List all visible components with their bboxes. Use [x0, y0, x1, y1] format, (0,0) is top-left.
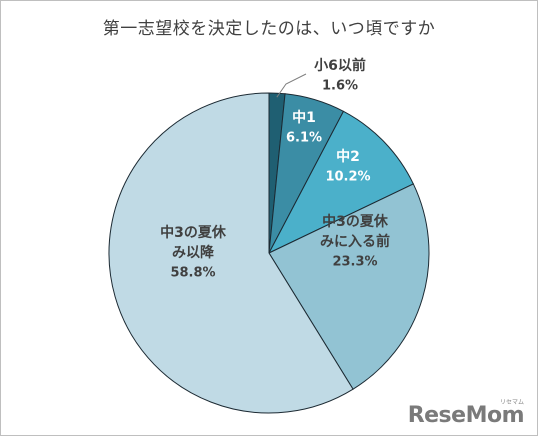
pie-slice [268, 183, 430, 390]
slice-value-label: 58.8% [170, 266, 215, 281]
slice-label: 小6以前 1.6% [314, 57, 366, 94]
callout-line [276, 73, 307, 98]
slice-category-label: 中1 [292, 109, 316, 126]
slice-category-label: 小6以前 [314, 57, 366, 74]
slice-label: 中2 10.2% [325, 148, 370, 185]
slice-value-label: 6.1% [286, 131, 322, 146]
slice-category-label: み以降 [172, 244, 215, 261]
slice-value-label: 23.3% [332, 255, 377, 270]
pie-slice [108, 92, 354, 414]
slice-category-label: 中3の夏休 [322, 213, 389, 230]
resemom-logo-text: ReseMom [407, 403, 525, 428]
slice-value-label: 1.6% [322, 79, 358, 94]
slice-category-label: 中2 [336, 148, 360, 165]
chart-title: 第一志望校を決定したのは、いつ頃ですか [102, 19, 436, 39]
pie-slice [267, 110, 415, 255]
slice-label: 中1 6.1% [286, 109, 322, 146]
slice-category-label: 中3の夏休 [160, 224, 227, 241]
resemom-logo: リセマム ReseMom [407, 399, 525, 428]
resemom-logo-small: リセマム [499, 399, 524, 406]
slice-category-label: みに入る前 [320, 233, 390, 250]
slice-value-label: 10.2% [325, 170, 370, 185]
